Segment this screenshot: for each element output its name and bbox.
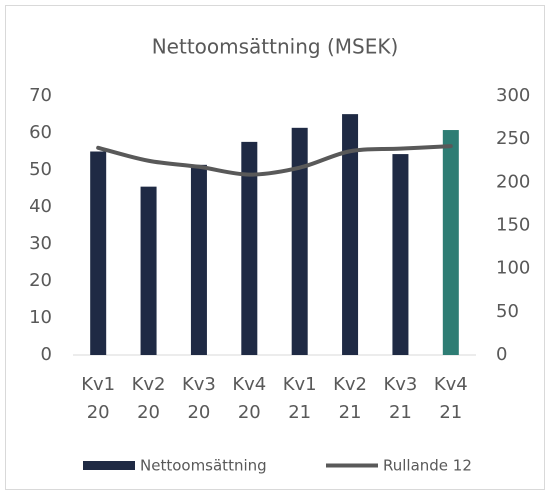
x-tick-label: Kv1 21 [283,374,317,423]
y-tick-label: 10 [29,307,52,328]
bar [190,164,207,355]
x-tick-label: Kv4 21 [434,374,468,423]
bar [140,186,157,355]
line [96,144,453,177]
y-tick-label: 70 [29,85,52,106]
bar [241,141,258,355]
y-tick-label: 40 [29,196,52,217]
y2-tick-label: 150 [496,215,530,236]
y2-tick-label: 0 [496,344,507,365]
legend-label: Rullande 12 [383,457,472,475]
bar [291,127,308,355]
y2-tick-label: 250 [496,128,530,149]
x-tick-label: Kv2 20 [132,374,166,423]
y2-tick-label: 50 [496,301,519,322]
y-tick-label: 30 [29,233,52,254]
x-tick-label: Kv1 20 [81,374,115,423]
bar [342,114,359,355]
bar [392,154,409,355]
legend-label: Nettoomsättning [140,457,267,475]
bar [442,130,459,355]
y2-tick-label: 100 [496,258,530,279]
chart-title: Nettoomsättning (MSEK) [152,35,399,59]
y2-tick-label: 200 [496,171,530,192]
y2-tick-label: 300 [496,85,530,106]
bar [90,151,107,355]
x-tick-label: Kv2 21 [333,374,367,423]
y-tick-label: 20 [29,270,52,291]
x-tick-label: Kv3 21 [383,374,417,423]
x-tick-label: Kv3 20 [182,374,216,423]
legend-swatch [83,461,135,470]
y-tick-label: 0 [41,344,52,365]
x-tick-label: Kv4 20 [232,374,266,423]
y-tick-label: 50 [29,159,52,180]
y-tick-label: 60 [29,122,52,143]
